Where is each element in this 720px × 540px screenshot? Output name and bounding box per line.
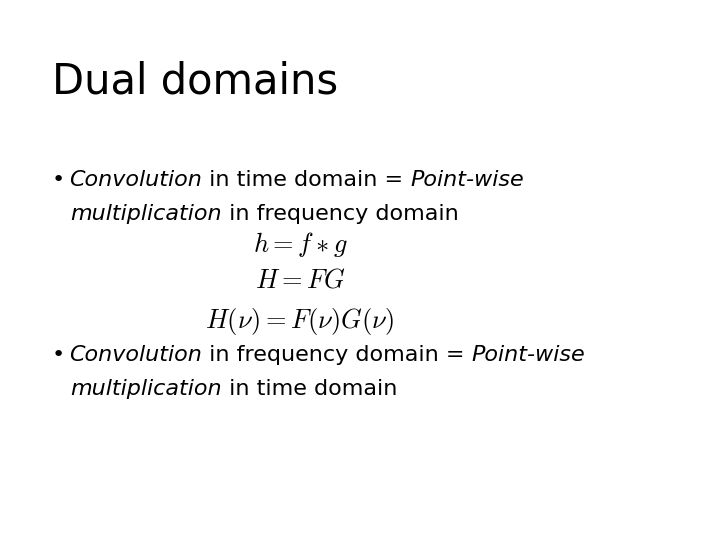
Text: multiplication: multiplication <box>70 379 222 399</box>
Text: in time domain: in time domain <box>222 379 397 399</box>
Text: $H = FG$: $H = FG$ <box>255 268 346 294</box>
Text: in frequency domain: in frequency domain <box>222 204 459 224</box>
Text: Point-wise: Point-wise <box>410 170 524 190</box>
Text: $h = f * g$: $h = f * g$ <box>253 230 348 259</box>
Text: multiplication: multiplication <box>70 204 222 224</box>
Text: •: • <box>52 170 66 190</box>
Text: in frequency domain =: in frequency domain = <box>202 345 472 365</box>
Text: in time domain =: in time domain = <box>202 170 410 190</box>
Text: Convolution: Convolution <box>69 170 202 190</box>
Text: •: • <box>52 345 66 365</box>
Text: Convolution: Convolution <box>69 345 202 365</box>
Text: $H(\nu) = F(\nu)G(\nu)$: $H(\nu) = F(\nu)G(\nu)$ <box>205 306 395 337</box>
Text: Dual domains: Dual domains <box>52 60 338 102</box>
Text: Point-wise: Point-wise <box>472 345 585 365</box>
